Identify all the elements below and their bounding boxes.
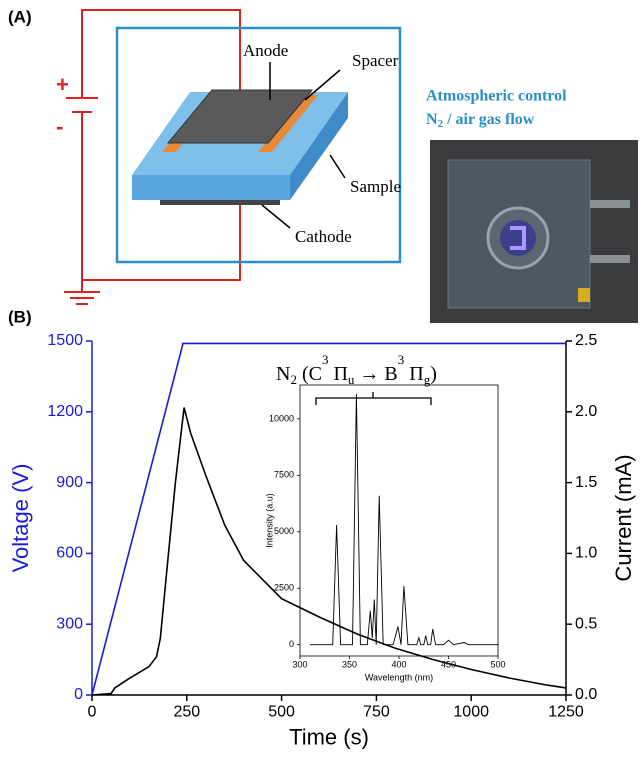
data-line [309,393,498,646]
x-tick-label: 750 [363,703,390,720]
photo [430,140,638,323]
circuit [64,9,241,305]
y2-tick-label: 1.5 [575,474,597,491]
x-tick-label: 0 [88,703,97,720]
y-tick-label: 1200 [47,403,83,420]
x-tick-label: 1000 [453,703,489,720]
x-tick-label: 500 [490,660,505,670]
data-line [91,342,566,696]
y-tick-label: 1500 [47,332,83,349]
cathode-label: Cathode [295,227,352,246]
plus-sign: + [56,72,69,97]
annotation: N2 (C3 Πu → B3 Πg) [276,352,437,387]
plot [297,384,499,659]
y2-tick-label: 0.0 [575,686,597,703]
x-tick-label: 1250 [548,703,584,720]
y-axis-title: Voltage (V) [8,464,33,573]
text-part: g [424,372,431,387]
text-part: N [426,111,438,128]
y2-tick-label: 2.5 [575,332,597,349]
y-tick-label: 0 [74,686,83,703]
annotation-bracket [315,392,432,405]
text-part: 3 [398,352,405,367]
y-tick-label: 2500 [274,583,294,593]
text-part: 2 [290,372,297,387]
sample-label: Sample [350,177,401,196]
y-tick-label: 7500 [274,470,294,480]
x-axis-title: Time (s) [289,725,369,750]
plot [86,340,572,701]
y-axis-title: Intensity (a.u) [264,493,274,548]
y-tick-label: 5000 [274,526,294,536]
text-part: / air gas flow [443,111,535,128]
pointers [261,62,346,229]
text-part: → B [354,363,397,385]
text-part: (C [297,363,322,385]
chamber-box [115,26,402,264]
x-tick-label: 300 [292,660,307,670]
anode-label: Anode [243,41,288,60]
sample-side [290,92,348,200]
spacer-label: Spacer [352,51,399,70]
y2-tick-label: 1.0 [575,545,597,562]
text-part: 3 [322,352,329,367]
x-tick-label: 250 [173,703,200,720]
panel-label: (A) [8,7,32,26]
x-tick-label: 450 [441,660,456,670]
text-part: u [348,372,355,387]
plot-frame [299,384,499,657]
x-tick-label: 500 [268,703,295,720]
y-tick-label: 900 [56,474,83,491]
panel-label: (B) [8,307,32,326]
minus-sign: - [56,114,63,139]
anode [166,89,314,144]
text-part: ) [430,363,437,385]
x-axis-title: Wavelength (nm) [365,672,433,682]
atmosphere-flow: N2 / air gas flow [426,111,535,130]
y2-axis-title: Current (mA) [611,454,636,581]
text-part: 2 [438,118,444,130]
x-tick-label: 400 [391,660,406,670]
text-part: N [276,363,290,385]
sample-front [132,175,290,200]
y2-tick-label: 2.0 [575,403,597,420]
text-part: Π [328,363,347,385]
y2-tick-label: 0.5 [575,615,597,632]
data-line [91,407,567,696]
y-tick-label: 0 [289,639,294,649]
cathode [160,200,280,205]
text-part: Π [404,363,423,385]
y-tick-label: 10000 [269,413,294,423]
y-tick-label: 300 [56,615,83,632]
x-tick-label: 350 [342,660,357,670]
y-tick-label: 600 [56,545,83,562]
atmosphere-title: Atmospheric control [426,88,567,105]
